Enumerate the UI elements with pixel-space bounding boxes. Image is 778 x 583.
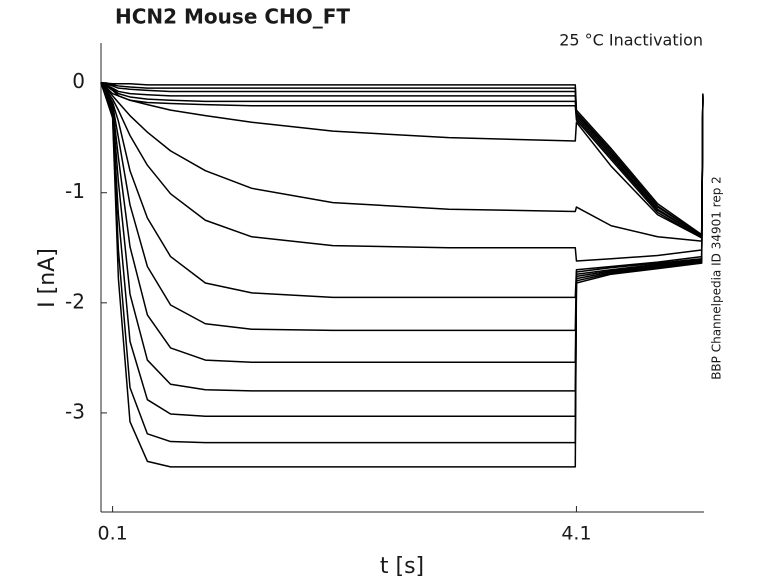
x-axis-label: t [s] <box>380 554 424 579</box>
side-note: BBP Channelpedia ID 34901 rep 2 <box>710 176 724 380</box>
trace <box>100 82 704 468</box>
trace <box>100 81 704 237</box>
trace <box>100 81 704 238</box>
trace <box>100 81 704 237</box>
annotation: 25 °C Inactivation <box>559 31 703 50</box>
trace <box>100 82 704 299</box>
trace <box>100 82 704 417</box>
trace <box>100 82 704 364</box>
trace <box>100 82 704 242</box>
trace <box>100 82 704 262</box>
trace <box>100 81 704 236</box>
y-tick-label: -1 <box>65 179 85 203</box>
trace <box>100 82 704 239</box>
x-tick-label: 0.1 <box>97 523 127 545</box>
trace <box>100 82 704 332</box>
trace <box>100 82 704 239</box>
chart-title: HCN2 Mouse CHO_FT <box>115 5 350 29</box>
x-tick-label: 4.1 <box>561 523 591 545</box>
trace <box>100 82 704 392</box>
y-tick-label: -2 <box>65 289 85 313</box>
y-tick-label: -3 <box>65 399 85 423</box>
trace <box>100 81 704 238</box>
y-tick-label: 0 <box>72 69 85 93</box>
trace <box>100 82 704 444</box>
y-axis-label: I [nA] <box>35 248 60 308</box>
